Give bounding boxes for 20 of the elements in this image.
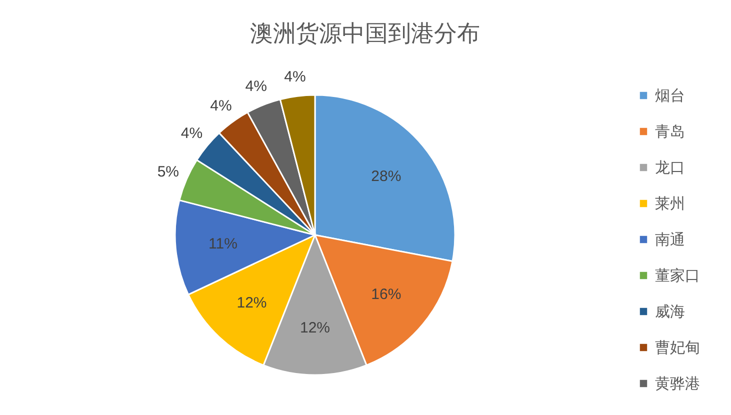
data-label: 4% xyxy=(180,125,203,142)
legend-label: 烟台 xyxy=(655,88,685,104)
data-label: 16% xyxy=(371,286,402,303)
data-label: 12% xyxy=(236,294,267,312)
legend-label: 威海 xyxy=(655,304,685,320)
data-label: 12% xyxy=(300,319,330,336)
legend-label: 南通 xyxy=(655,232,685,248)
legend-label: 董家口 xyxy=(655,268,700,284)
data-label: 11% xyxy=(208,236,238,253)
legend-label: 莱州 xyxy=(655,196,685,212)
data-label: 4% xyxy=(210,98,232,115)
legend-label: 曹妃甸 xyxy=(655,340,700,356)
data-label: 5% xyxy=(157,163,180,180)
data-label: 28% xyxy=(371,168,402,186)
legend-label: 黄骅港 xyxy=(655,376,700,392)
legend-label: 青岛 xyxy=(655,124,685,140)
legend-label: 龙口 xyxy=(655,160,685,176)
data-label: 4% xyxy=(284,68,306,86)
data-label: 4% xyxy=(245,78,267,96)
chart-title: 澳洲货源中国到港分布 xyxy=(250,20,480,46)
